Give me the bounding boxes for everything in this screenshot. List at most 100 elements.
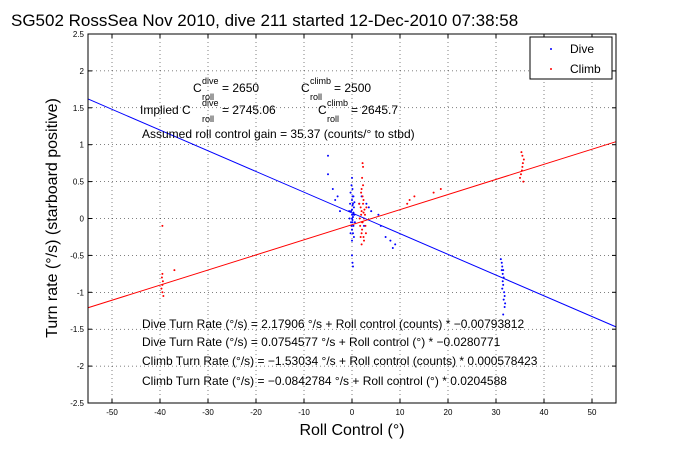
climb-point	[361, 176, 364, 179]
climb-point	[361, 162, 364, 165]
dive-point	[394, 243, 397, 246]
dive-point	[349, 232, 352, 235]
x-tick-label: 20	[444, 408, 453, 417]
c-climb-sup: climb	[310, 76, 331, 86]
dive-point	[350, 221, 353, 224]
x-tick-label: 10	[396, 408, 405, 417]
dive-point	[349, 191, 352, 194]
ticks: -50 -40 -30 -20 -10 0 10 20 30 40 50-2.5-2-1.5-1-0…	[70, 30, 616, 417]
climb-point	[520, 151, 523, 154]
equation-climb-counts: Climb Turn Rate (°/s) = −1.53034 °/s + R…	[142, 354, 538, 368]
dive-point	[350, 210, 353, 213]
implied-dive-sub: roll	[202, 114, 214, 124]
legend-box	[529, 36, 613, 80]
y-tick-label: -0.5	[70, 251, 84, 260]
dive-point	[501, 287, 504, 290]
dive-point	[389, 239, 392, 242]
climb-point	[521, 165, 524, 168]
c-dive-sub: roll	[202, 92, 214, 102]
climb-point	[364, 224, 367, 227]
fit-equations: Dive Turn Rate (°/s) = 2.17906 °/s + Rol…	[142, 317, 538, 388]
dive-point	[502, 283, 505, 286]
climb-point	[360, 213, 363, 216]
dive-point	[365, 202, 368, 205]
climb-point	[161, 280, 164, 283]
climb-point	[360, 243, 363, 246]
climb-point	[364, 232, 367, 235]
climb-point	[522, 180, 525, 183]
climb-point	[406, 202, 409, 205]
dive-point	[331, 187, 334, 190]
implied-dive-sup: dive	[202, 98, 219, 108]
x-axis-label: Roll Control (°)	[299, 422, 404, 439]
equation-dive-counts: Dive Turn Rate (°/s) = 2.17906 °/s + Rol…	[142, 317, 524, 331]
dive-point	[351, 221, 354, 224]
dive-point	[501, 265, 504, 268]
c-dive-value: = 2650	[222, 81, 259, 95]
legend: Dive Climb	[529, 36, 613, 80]
climb-point	[439, 187, 442, 190]
climb-point	[360, 187, 363, 190]
dive-point	[500, 269, 503, 272]
climb-point	[519, 173, 522, 176]
climb-point	[361, 195, 364, 198]
equation-dive-degrees: Dive Turn Rate (°/s) = 0.0754577 °/s + R…	[142, 335, 501, 349]
climb-point	[432, 191, 435, 194]
x-tick-label: 0	[350, 408, 355, 417]
climb-point	[161, 272, 164, 275]
climb-point	[362, 202, 365, 205]
implied-climb-base: C	[318, 103, 327, 117]
dive-point	[351, 228, 353, 231]
climb-point	[362, 184, 365, 187]
climb-point	[365, 206, 368, 209]
legend-label-climb: Climb	[570, 62, 601, 76]
dive-point	[377, 213, 380, 216]
chart-title: SG502 RossSea Nov 2010, dive 211 started…	[11, 11, 518, 30]
implied-climb-value: = 2645.7	[351, 103, 398, 117]
y-axis-label: Turn rate (°/s) (starboard positive)	[44, 98, 61, 338]
implied-climb-sub: roll	[327, 114, 339, 124]
climb-point	[362, 165, 365, 168]
dive-point	[334, 199, 337, 202]
climb-point	[360, 191, 363, 194]
gain-annotation: Assumed roll control gain = 35.37 (count…	[142, 127, 415, 141]
y-tick-label: -2.5	[70, 399, 84, 408]
x-tick-label: -40	[154, 408, 166, 417]
c-climb-value: = 2500	[334, 81, 371, 95]
implied-prefix: Implied C	[140, 103, 191, 117]
dive-point	[503, 291, 506, 294]
climb-point	[358, 202, 361, 205]
dive-point	[353, 201, 356, 204]
dive-point	[351, 261, 354, 264]
dive-point	[502, 313, 505, 316]
dive-point	[503, 294, 506, 297]
y-tick-label: -1.5	[70, 325, 84, 334]
dive-point	[503, 306, 506, 309]
x-tick-label: -20	[250, 408, 262, 417]
climb-point	[360, 210, 363, 213]
climb-point	[160, 287, 163, 290]
dive-point	[370, 210, 373, 213]
c-climb-base: C	[301, 81, 310, 95]
dive-point	[327, 173, 329, 176]
dive-point	[351, 204, 354, 207]
x-tick-label: -50	[106, 408, 118, 417]
roll-centers-annotation: C dive roll = 2650 C climb roll = 2500 I…	[140, 76, 415, 141]
dive-point	[352, 235, 355, 238]
x-tick-label: -30	[202, 408, 214, 417]
dive-point	[351, 265, 354, 268]
climb-point	[359, 206, 362, 209]
legend-marker-climb	[550, 68, 552, 70]
y-tick-label: 1.5	[73, 104, 85, 113]
x-tick-label: -10	[298, 408, 310, 417]
y-tick-label: 2	[80, 67, 85, 76]
y-tick-label: -1	[77, 288, 85, 297]
dive-point	[351, 213, 354, 216]
dive-point	[502, 298, 505, 301]
dive-point	[352, 224, 355, 227]
dive-point	[351, 254, 353, 257]
implied-dive-value: = 2745.06	[222, 103, 276, 117]
dive-point	[350, 184, 353, 187]
dive-point	[367, 206, 370, 209]
dive-point	[502, 269, 505, 272]
